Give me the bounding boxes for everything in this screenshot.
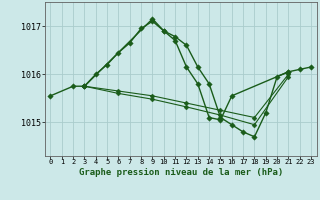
X-axis label: Graphe pression niveau de la mer (hPa): Graphe pression niveau de la mer (hPa) [79, 168, 283, 177]
